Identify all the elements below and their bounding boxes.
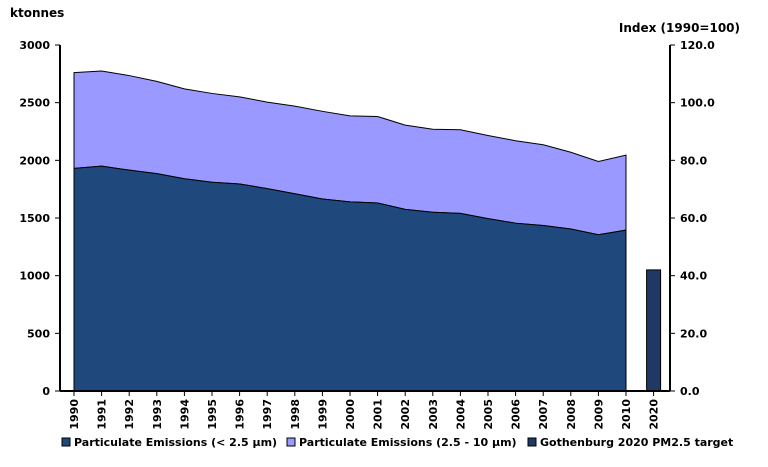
x-tick-label: 2010 (620, 399, 633, 430)
left-tick-label: 3000 (19, 39, 50, 52)
x-tick-label: 2001 (372, 399, 385, 430)
right-tick-label: 20.0 (680, 327, 707, 340)
x-tick-label: 1995 (206, 399, 219, 430)
legend-label: Particulate Emissions (< 2.5 µm) (74, 436, 277, 449)
legend-label: Gothenburg 2020 PM2.5 target (540, 436, 733, 449)
right-tick-label: 60.0 (680, 212, 707, 225)
x-tick-label: 1994 (178, 399, 191, 430)
x-tick-label: 2007 (537, 399, 550, 430)
axes-layer: 0 500 1000 1500 2000 2500 3000 0.0 20.0 40.0 60.0 8… (19, 39, 715, 430)
x-tick-label: 2005 (482, 399, 495, 430)
legend-swatch (527, 437, 537, 447)
right-tick-label: 100.0 (680, 97, 715, 110)
x-tick-label: 2003 (427, 399, 440, 430)
x-tick-label: 1991 (96, 399, 109, 430)
right-tick-label: 80.0 (680, 154, 707, 167)
x-tick-label: 1998 (289, 399, 302, 430)
x-tick-label: 1996 (234, 399, 247, 430)
left-tick-label: 2500 (19, 97, 50, 110)
right-tick-label: 40.0 (680, 270, 707, 283)
x-tick-label: 1992 (123, 399, 136, 430)
legend-label: Particulate Emissions (2.5 - 10 µm) (299, 436, 517, 449)
x-tick-label: 2002 (399, 399, 412, 430)
series-layer (73, 70, 662, 392)
x-tick-label: 2000 (344, 399, 357, 430)
x-tick-label: 1990 (68, 399, 81, 430)
left-tick-label: 500 (27, 327, 50, 340)
right-tick-label: 120.0 (680, 39, 715, 52)
x-tick-label: 2004 (454, 399, 467, 430)
legend-swatch (61, 437, 71, 447)
right-axis-unit: Index (1990=100) (619, 21, 740, 35)
left-tick-label: 2000 (19, 154, 50, 167)
left-tick-label: 0 (42, 385, 50, 398)
x-tick-label: 2006 (510, 399, 523, 430)
left-tick-label: 1000 (19, 270, 50, 283)
left-axis-unit: ktonnes (10, 6, 64, 20)
legend: Particulate Emissions (< 2.5 µm) Particul… (61, 436, 733, 449)
left-tick-label: 1500 (19, 212, 50, 225)
x-tick-label: 1993 (151, 399, 164, 430)
x-tick-label: 2009 (592, 399, 605, 430)
x-tick-label: 1997 (261, 399, 274, 430)
x-tick-label: 2020 (648, 399, 661, 430)
legend-swatch (286, 437, 296, 447)
area-series-pm25 (73, 165, 627, 392)
x-tick-label: 1999 (316, 399, 329, 430)
right-tick-label: 0.0 (680, 385, 700, 398)
x-tick-label: 2008 (565, 399, 578, 430)
target-bar-2020 (646, 269, 662, 392)
